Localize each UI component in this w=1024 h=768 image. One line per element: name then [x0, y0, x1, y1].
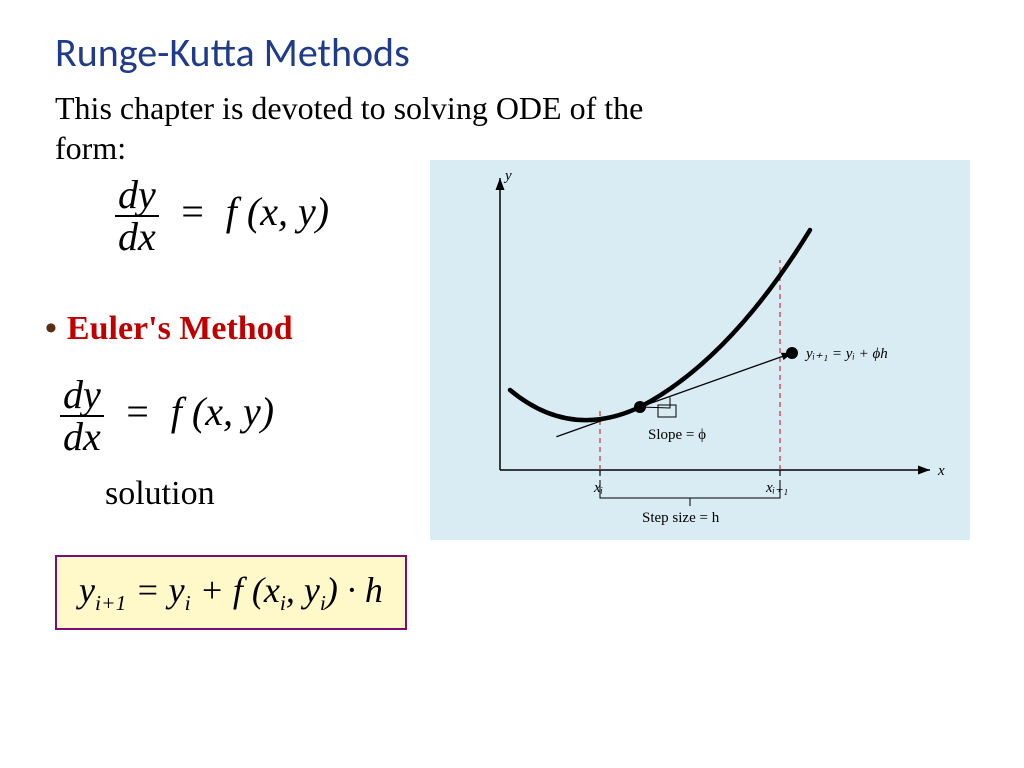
svg-text:xᵢ: xᵢ — [593, 480, 603, 496]
intro-line1: This chapter is devoted to solving ODE o… — [55, 90, 643, 126]
svg-text:yᵢ₊₁ = yᵢ + ϕh: yᵢ₊₁ = yᵢ + ϕh — [804, 346, 888, 362]
svg-text:xᵢ₊₁: xᵢ₊₁ — [765, 480, 788, 496]
frac-den: dx — [115, 217, 159, 257]
intro-text: This chapter is devoted to solving ODE o… — [55, 88, 955, 168]
bullet-dot-icon: • — [45, 310, 57, 347]
fb-r3: ) · h — [326, 570, 383, 610]
fb-y: y — [79, 570, 95, 610]
euler-bullet: • Euler's Method — [45, 310, 293, 348]
eq-rhs: f (x, y) — [226, 189, 329, 234]
slide-title: Runge-Kutta Methods — [55, 28, 410, 77]
fb-mid: = y — [126, 570, 184, 610]
eq-rhs2: f (x, y) — [171, 389, 274, 434]
fb-sub1: i+1 — [95, 591, 126, 615]
diagram-svg: y x xᵢ xᵢ₊₁ Slope = ϕ Step size = h yᵢ₊₁ = yᵢ … — [430, 160, 970, 540]
bullet-label: Euler's Method — [67, 310, 293, 347]
euler-diagram: y x xᵢ xᵢ₊₁ Slope = ϕ Step size = h yᵢ₊₁ = yᵢ … — [430, 160, 970, 540]
fb-r1: + f (x — [191, 570, 280, 610]
frac-num: dy — [115, 175, 159, 217]
solution-label: solution — [105, 475, 215, 513]
svg-text:y: y — [503, 168, 512, 184]
equation-ode: dy dx = f (x, y) — [115, 175, 329, 257]
frac-den2: dx — [60, 417, 104, 457]
svg-text:Step size = h: Step size = h — [642, 510, 720, 526]
euler-formula-box: yi+1 = yi + f (xi, yi) · h — [55, 555, 407, 630]
svg-text:x: x — [937, 463, 945, 479]
equation-ode-repeat: dy dx = f (x, y) — [60, 375, 274, 457]
frac-num2: dy — [60, 375, 104, 417]
svg-text:Slope = ϕ: Slope = ϕ — [648, 427, 706, 443]
fb-r2: , y — [286, 570, 320, 610]
intro-line2: form: — [55, 130, 126, 166]
